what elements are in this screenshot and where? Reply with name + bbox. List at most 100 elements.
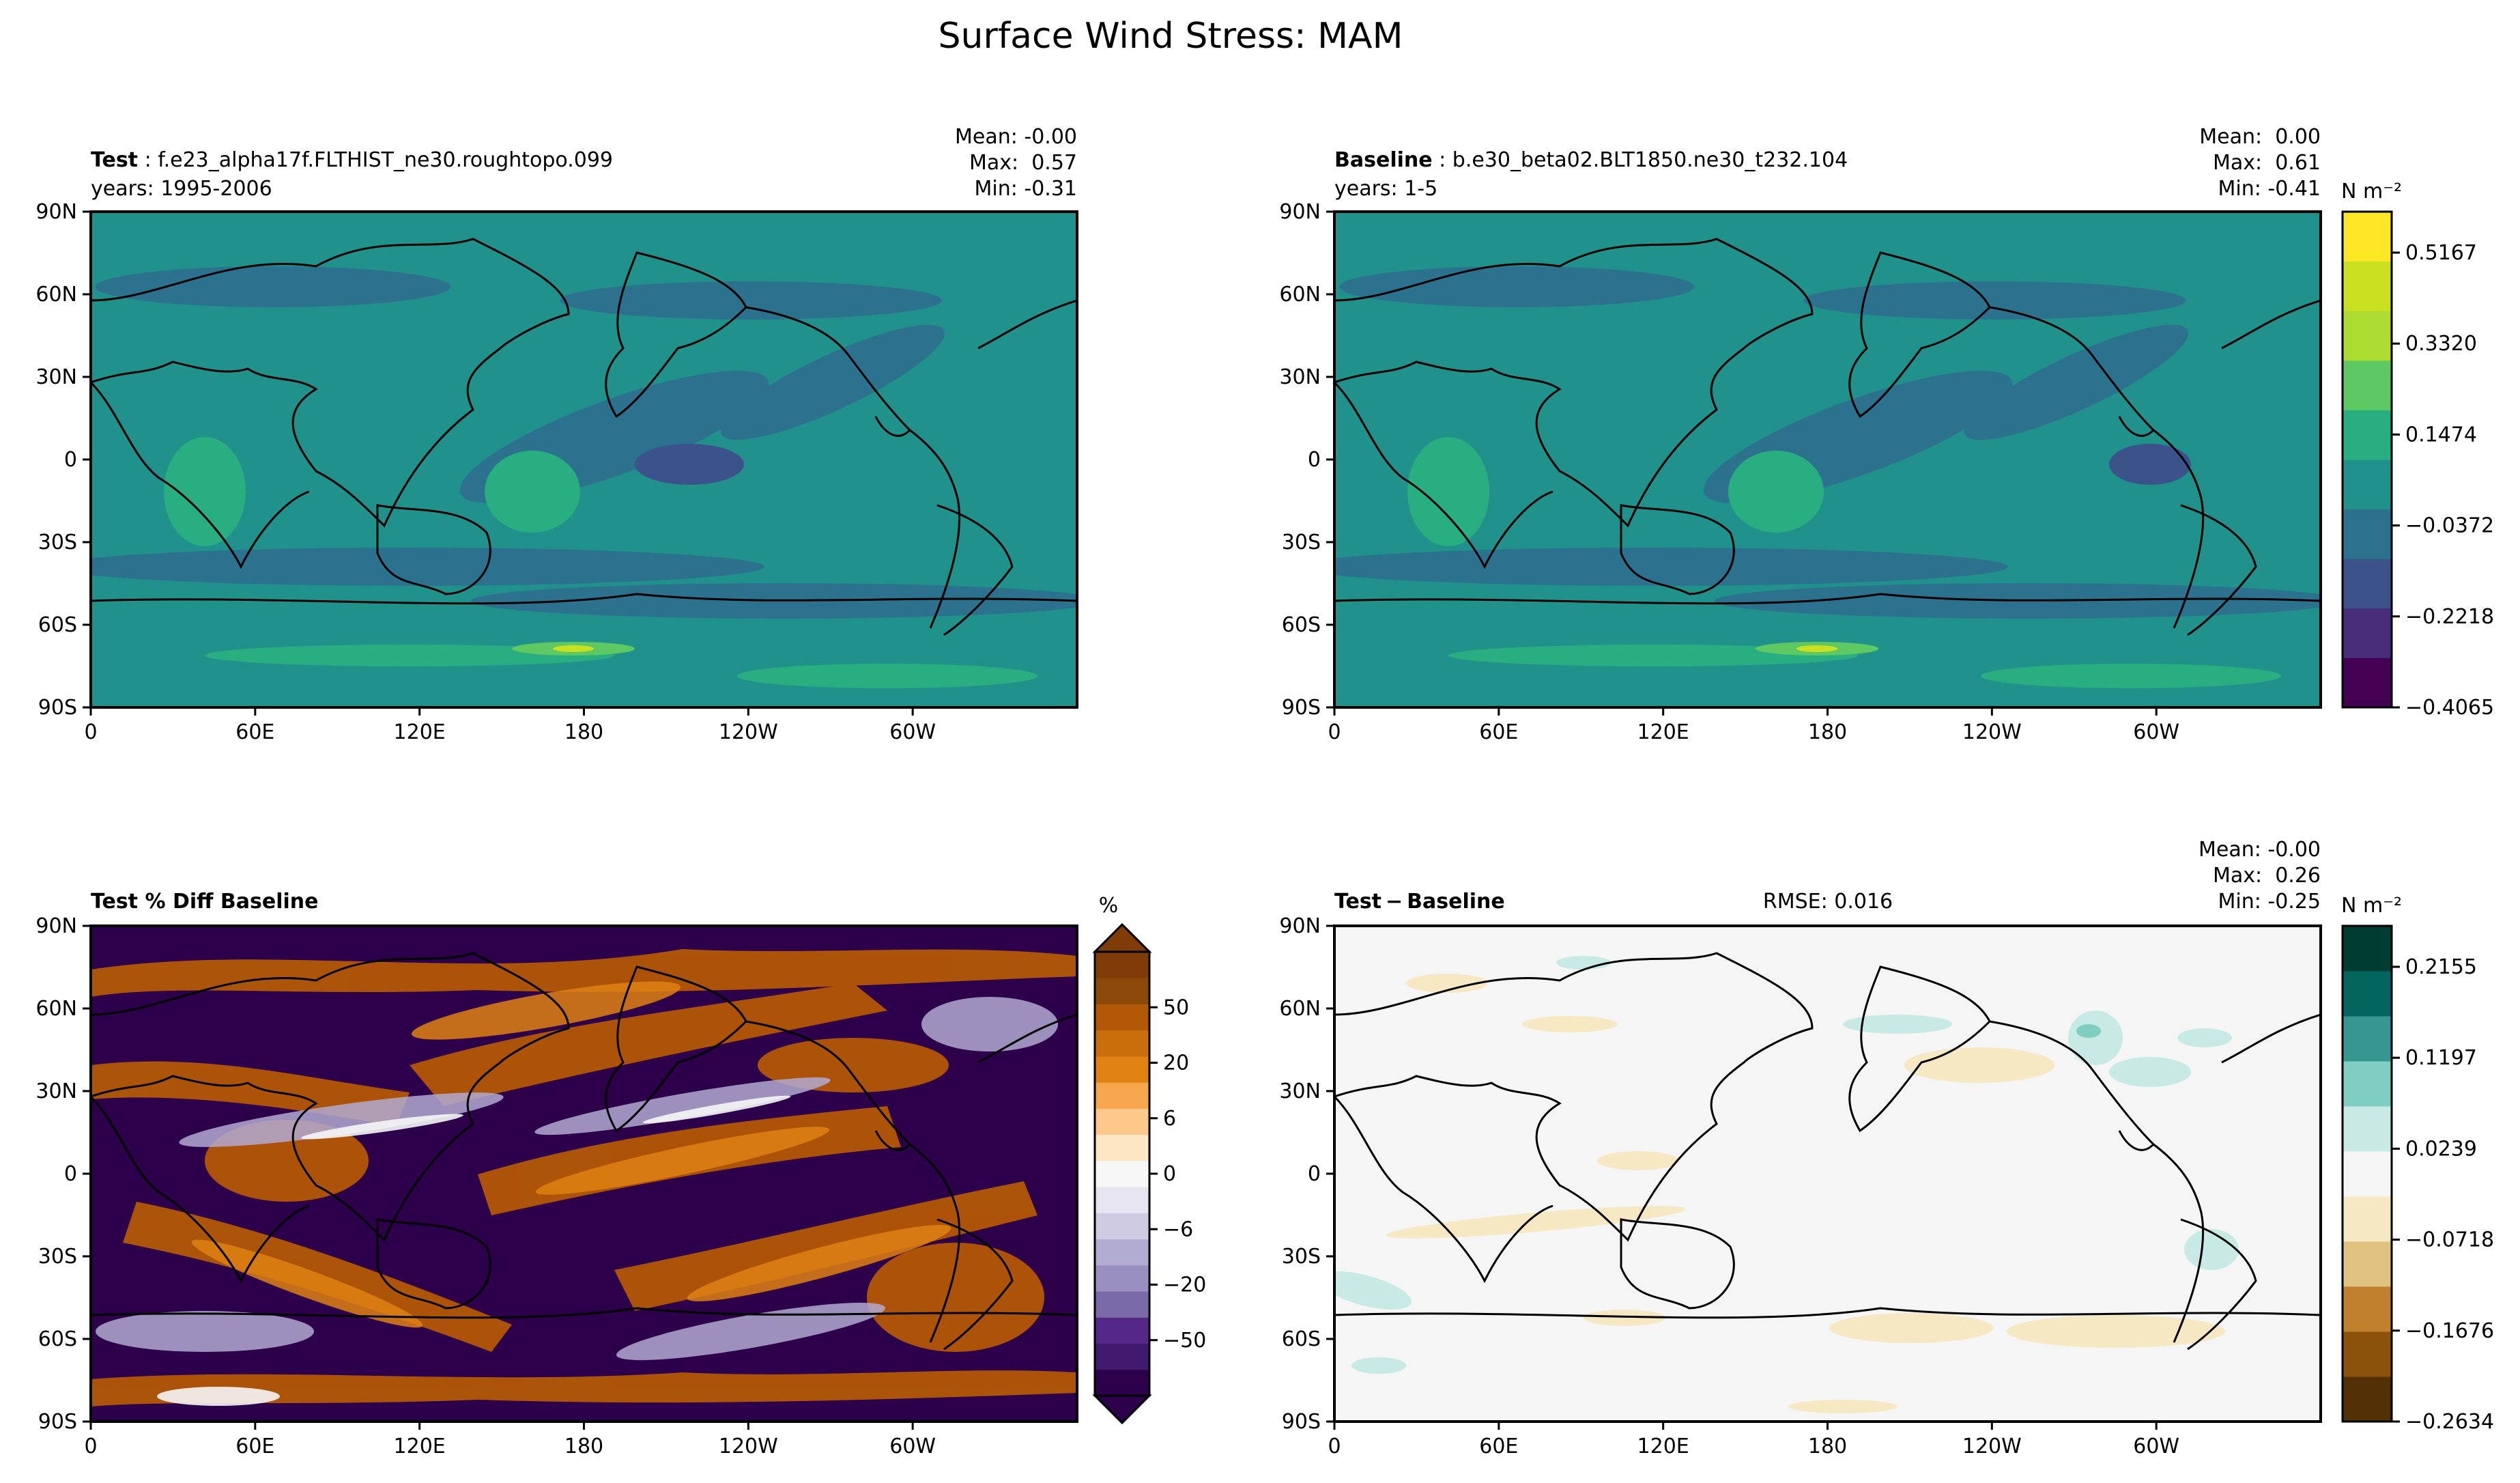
baseline-axis-xtick-label: 60E	[1479, 720, 1518, 744]
cb-diff-tick-label: 0.1197	[2405, 1046, 2477, 1070]
cb-pct-tick-label: −50	[1163, 1329, 1206, 1353]
baseline-axis-xtick-label: 120W	[1962, 720, 2022, 744]
test-axis-ytick-label: 60N	[35, 283, 77, 307]
test-case-name: f.e23_alpha17f.FLTHIST_ne30.roughtopo.09…	[158, 148, 613, 172]
cb-top-swatch	[2343, 360, 2392, 410]
pctdiff-axis-ytick-label: 30N	[35, 1079, 77, 1103]
cb-pct-swatch	[1095, 1134, 1149, 1161]
panel-pctdiff: Test % Diff Baseline 0 60E 120E 180 120W 60W 9…	[35, 890, 1078, 1458]
diff-max: Max: 0.26	[2213, 864, 2321, 888]
test-axis-ytick-label: 60S	[38, 613, 77, 637]
cb-diff-swatch	[2343, 1106, 2392, 1152]
pctdiff-axis: 0 60E 120E 180 120W 60W 90N 60N 30N 0 30S 60S 90S	[35, 914, 936, 1458]
cb-top-swatch	[2343, 460, 2392, 510]
cb-top-swatch	[2343, 311, 2392, 361]
cb-diff-frame	[2341, 924, 2393, 1423]
baseline-axis-ytick-label: 90N	[1279, 200, 1321, 224]
baseline-axis-ytick-label: 0	[1308, 448, 1321, 472]
cb-diff-tick-label: −0.0718	[2405, 1228, 2494, 1252]
cb-top-frame	[2341, 210, 2393, 709]
baseline-years: years: 1-5	[1334, 177, 1437, 201]
cb-top-swatch	[2343, 261, 2392, 311]
cb-top-tick-label: −0.4065	[2405, 696, 2494, 720]
baseline-mean: Mean: 0.00	[2199, 125, 2321, 149]
diff-axis-ytick-label: 30N	[1279, 1079, 1321, 1103]
cb-diff-tick-label: −0.2634	[2405, 1410, 2494, 1434]
cb-pct-swatch	[1095, 1056, 1149, 1083]
test-axis-ytick-label: 30S	[38, 531, 77, 554]
baseline-axis-xtick-label: 180	[1808, 720, 1847, 744]
cb-pct-swatch	[1095, 1265, 1149, 1292]
cb-diff-tick-label: 0.2155	[2405, 955, 2477, 979]
cb-diff-swatch	[2343, 1286, 2392, 1332]
diff-axis-ytick-label: 30S	[1282, 1245, 1321, 1269]
cb-pct-swatch	[1095, 1082, 1149, 1109]
diff-axis-xtick-label: 60W	[2133, 1435, 2179, 1458]
diff-axis-ytick-label: 90S	[1282, 1410, 1321, 1434]
cb-pct-swatch	[1095, 978, 1149, 1004]
cb-top-tick-label: −0.0372	[2405, 514, 2494, 538]
cb-diff-swatch	[2343, 1196, 2392, 1242]
baseline-axis-ytick-label: 30N	[1279, 365, 1321, 389]
diff-rmse: RMSE: 0.016	[1763, 890, 1893, 914]
test-axis: 0 60E 120E 180 120W 60W 90N 60N 30N 0 30S 60S 90S	[35, 200, 936, 744]
cb-pct-tick-label: 50	[1163, 995, 1189, 1019]
cb-pct-swatch	[1095, 1343, 1149, 1370]
test-axis-xtick-label: 120E	[394, 720, 446, 744]
cb-pct-swatch	[1095, 1239, 1149, 1266]
cb-top-swatch	[2343, 559, 2392, 609]
cb-diff-swatch	[2343, 1376, 2392, 1422]
pctdiff-axis-ytick-label: 60N	[35, 997, 77, 1021]
test-axis-xtick-label: 0	[84, 720, 97, 744]
svg-text:Baseline : b.e30_beta02.BLT185: Baseline : b.e30_beta02.BLT1850.ne30_t23…	[1334, 148, 1848, 172]
pctdiff-label: Test % Diff Baseline	[91, 890, 319, 914]
cb-pct-swatch	[1095, 1108, 1149, 1135]
test-axis-ytick-label: 30N	[35, 365, 77, 389]
test-axis-xtick-label: 60W	[889, 720, 936, 744]
cb-pct-tick-label: 20	[1163, 1051, 1189, 1075]
diff-axis-xtick-label: 120W	[1962, 1435, 2022, 1458]
diff-mean: Mean: -0.00	[2199, 838, 2321, 862]
cb-pct-swatch	[1095, 1187, 1149, 1213]
cb-pct-swatch	[1095, 1291, 1149, 1318]
baseline-min: Min: -0.41	[2218, 177, 2321, 201]
cb-top-swatch	[2343, 608, 2392, 658]
cb-pct-extend-max	[1092, 922, 1152, 953]
cb-top-swatch	[2343, 410, 2392, 460]
pctdiff-axis-ytick-label: 30S	[38, 1245, 77, 1269]
colorbar-top-unit: N m⁻²	[2341, 180, 2402, 203]
diff-axis-ytick-label: 60N	[1279, 997, 1321, 1021]
pctdiff-axis-xtick-label: 120E	[394, 1435, 446, 1458]
pctdiff-axis-xtick-label: 120W	[719, 1435, 778, 1458]
cb-pct-tick-label: 6	[1163, 1107, 1176, 1131]
cb-top-tick-label: −0.2218	[2405, 605, 2494, 629]
svg-text:Test : f.e23_alpha17f.FLTHIST_: Test : f.e23_alpha17f.FLTHIST_ne30.rough…	[91, 148, 613, 172]
pctdiff-axis-xtick-label: 60W	[889, 1435, 936, 1458]
cb-diff-swatch	[2343, 1151, 2392, 1197]
colorbar-diff-unit: N m⁻²	[2341, 894, 2402, 918]
cb-pct-swatch	[1095, 1160, 1149, 1187]
baseline-max: Max: 0.61	[2213, 151, 2321, 175]
baseline-axis-xtick-label: 120E	[1637, 720, 1689, 744]
diff-axis-xtick-label: 60E	[1479, 1435, 1518, 1458]
test-axis-ytick-label: 90S	[38, 696, 77, 720]
pctdiff-axis-ytick-label: 90S	[38, 1410, 77, 1434]
test-label: Test	[91, 148, 138, 172]
pctdiff-axis-xtick-label: 180	[564, 1435, 603, 1458]
panel-diff: Test − Baseline RMSE: 0.016 Mean: -0.00 …	[1279, 838, 2322, 1458]
cb-pct-swatch	[1095, 1317, 1149, 1344]
baseline-axis-ytick-label: 30S	[1282, 531, 1321, 554]
figure-title: Surface Wind Stress: MAM	[938, 16, 1403, 57]
cb-top-swatch	[2343, 509, 2392, 559]
cb-top-swatch	[2343, 212, 2392, 262]
cb-diff-tick-label: 0.0239	[2405, 1137, 2477, 1161]
baseline-axis: 0 60E 120E 180 120W 60W 90N 60N 30N 0 30S 60S 90S	[1279, 200, 2179, 744]
cb-pct-swatch	[1095, 1004, 1149, 1031]
cb-top-tick-label: 0.3320	[2405, 332, 2477, 356]
diff-axis-ytick-label: 60S	[1282, 1327, 1321, 1351]
cb-pct-swatch	[1095, 952, 1149, 978]
cb-pct-tick-label: −20	[1163, 1273, 1206, 1297]
cb-pct-extend-min	[1092, 1394, 1152, 1425]
test-axis-ytick-label: 0	[64, 448, 77, 472]
